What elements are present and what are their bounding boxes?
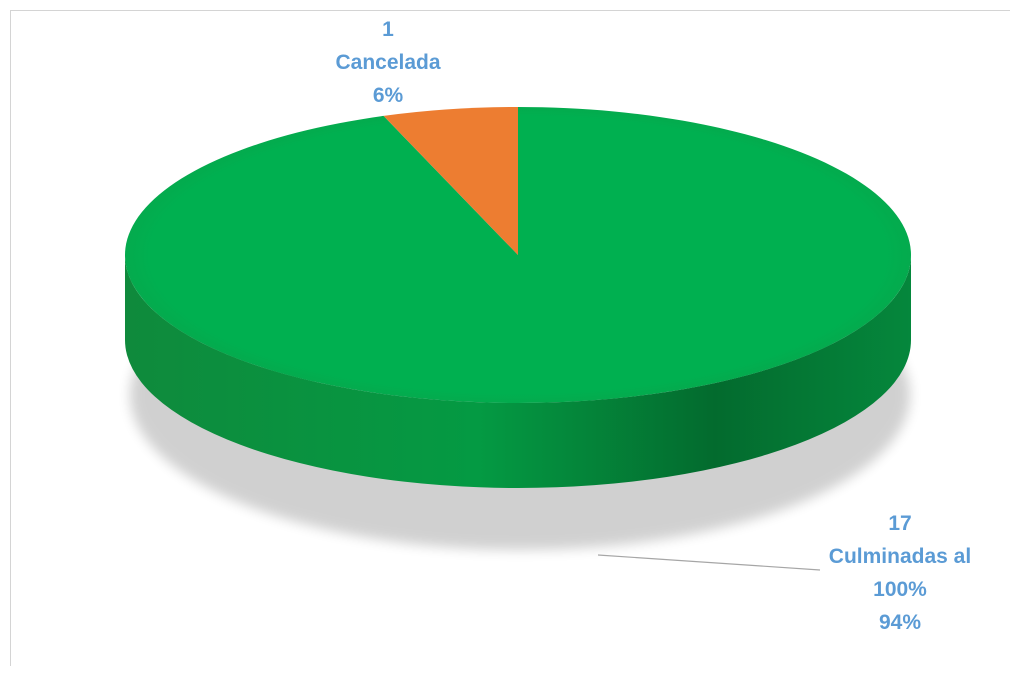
data-label-cancelada-name: Cancelada — [335, 51, 441, 74]
pie-side-wall — [125, 255, 911, 488]
pie-slice-cancelada — [383, 107, 518, 255]
data-label-culminadas-count: 17 — [888, 512, 912, 535]
chart-frame — [10, 10, 1010, 666]
data-label-cancelada: 1 Cancelada 6% — [318, 13, 458, 112]
data-label-cancelada-percent: 6% — [372, 84, 404, 107]
data-label-cancelada-count: 1 — [382, 18, 394, 41]
leader-line-culminadas — [597, 554, 821, 571]
data-label-culminadas-name-line1: Culminadas al — [828, 545, 972, 568]
data-label-culminadas-name-line2: 100% — [873, 578, 927, 601]
data-label-culminadas: 17 Culminadas al 100% 94% — [810, 507, 990, 639]
data-label-culminadas-percent: 94% — [878, 611, 922, 634]
